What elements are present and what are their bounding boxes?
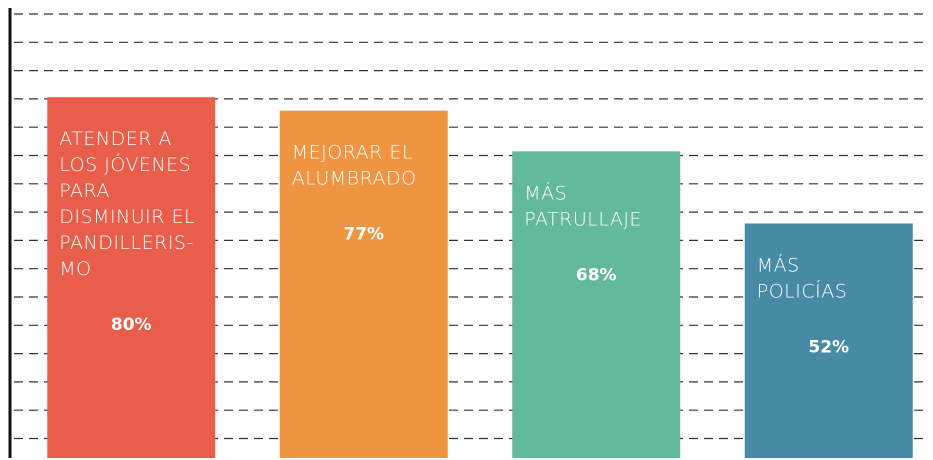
bar [47,97,216,458]
value-label: 77% [343,225,384,245]
bar [512,151,681,458]
bar-label: MEJORAR EL ALUMBRADO [292,141,417,189]
value-label: 68% [576,265,617,285]
bar [279,110,448,458]
value-label: 80% [111,315,152,335]
bar-label: MÁS PATRULLAJE [524,181,642,230]
bar [744,223,913,458]
bar-label: MÁS POLICÍAS [757,253,848,302]
bar-label: ATENDER A LOS JÓVENES PARA DISMINUIR EL PAND… [59,128,195,280]
value-label: 52% [808,337,849,357]
